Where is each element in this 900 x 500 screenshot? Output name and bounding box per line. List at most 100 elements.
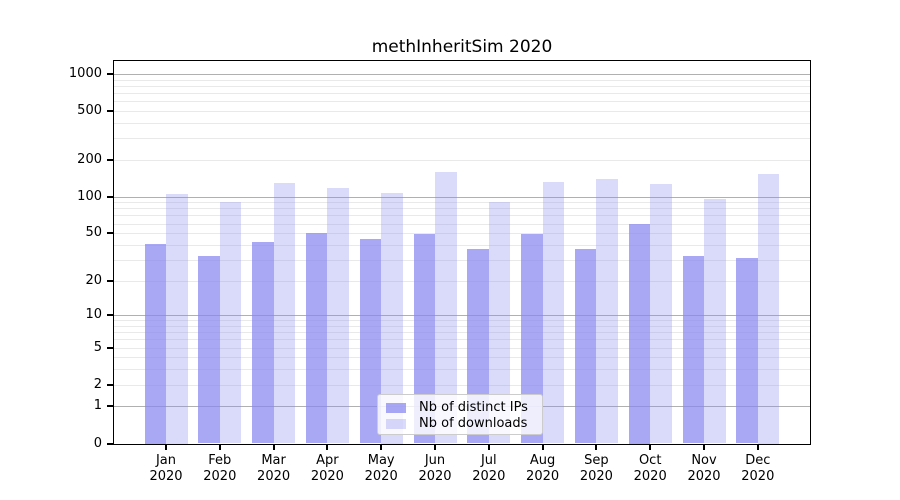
x-tick bbox=[434, 445, 436, 450]
y-tick-label: 2 bbox=[93, 376, 102, 392]
x-tick-label: Oct 2020 bbox=[633, 453, 667, 484]
gridline-minor bbox=[114, 259, 810, 261]
x-tick-label: Apr 2020 bbox=[310, 453, 344, 484]
x-tick bbox=[541, 445, 544, 450]
gridline-minor bbox=[114, 280, 810, 282]
bar-downloads bbox=[704, 198, 726, 444]
gridline-minor bbox=[114, 320, 810, 322]
bar-downloads bbox=[327, 188, 349, 444]
y-tick bbox=[107, 232, 113, 235]
x-tick bbox=[380, 445, 383, 450]
x-tick bbox=[165, 445, 167, 450]
x-tick bbox=[326, 445, 329, 450]
bar-distinct-ips bbox=[252, 242, 274, 444]
legend-label-distinct-ips: Nb of distinct IPs bbox=[419, 400, 528, 415]
gridline-minor bbox=[114, 339, 810, 341]
gridline-minor bbox=[114, 85, 810, 87]
legend-swatch-distinct-ips bbox=[386, 403, 406, 413]
legend-label-downloads: Nb of downloads bbox=[419, 416, 528, 431]
bar-downloads bbox=[381, 192, 403, 444]
y-tick bbox=[107, 109, 113, 112]
x-tick-label: Jun 2020 bbox=[418, 453, 452, 484]
gridline-minor bbox=[114, 357, 810, 359]
x-tick bbox=[272, 445, 275, 450]
bar-downloads bbox=[542, 182, 565, 444]
x-tick-label: Aug 2020 bbox=[526, 453, 560, 484]
y-tick-label: 100 bbox=[77, 188, 102, 204]
bar-distinct-ips bbox=[682, 256, 704, 444]
gridline-minor bbox=[114, 79, 810, 81]
legend-item-distinct-ips: Nb of distinct IPs bbox=[386, 400, 534, 416]
y-tick bbox=[107, 314, 113, 317]
y-tick bbox=[107, 442, 113, 445]
y-tick-label: 20 bbox=[85, 272, 102, 288]
y-tick bbox=[107, 405, 113, 408]
gridline-minor bbox=[114, 369, 810, 371]
bar-distinct-ips bbox=[413, 234, 435, 444]
x-tick-label: Jul 2020 bbox=[472, 453, 506, 484]
x-tick-label: Dec 2020 bbox=[741, 453, 775, 484]
bar-distinct-ips bbox=[521, 234, 543, 444]
x-tick-label: Sep 2020 bbox=[579, 453, 613, 484]
gridline-minor bbox=[114, 325, 810, 327]
gridline-minor bbox=[114, 101, 810, 103]
x-tick-label: Mar 2020 bbox=[257, 453, 291, 484]
x-tick-label: Feb 2020 bbox=[203, 453, 237, 484]
bar-downloads bbox=[435, 172, 457, 444]
y-tick bbox=[107, 383, 113, 386]
gridline-minor bbox=[114, 347, 810, 349]
bar-downloads bbox=[273, 183, 296, 444]
bar-distinct-ips bbox=[359, 238, 382, 444]
gridline-minor bbox=[114, 384, 810, 386]
gridline-minor bbox=[114, 233, 810, 235]
y-tick-label: 1 bbox=[93, 398, 102, 414]
gridline-major bbox=[114, 315, 810, 317]
bar-distinct-ips bbox=[574, 248, 597, 444]
bar-distinct-ips bbox=[144, 243, 166, 444]
y-tick bbox=[107, 346, 113, 349]
x-tick-label: May 2020 bbox=[364, 453, 398, 484]
y-tick-label: 0 bbox=[93, 435, 102, 451]
bar-downloads bbox=[219, 201, 242, 444]
plot-area bbox=[113, 60, 811, 445]
bar-distinct-ips bbox=[628, 223, 651, 444]
gridline-minor bbox=[114, 122, 810, 124]
gridline-minor bbox=[114, 202, 810, 204]
legend-item-downloads: Nb of downloads bbox=[386, 416, 534, 432]
bar-distinct-ips bbox=[736, 258, 758, 444]
gridline-minor bbox=[114, 110, 810, 112]
bar-downloads bbox=[596, 179, 618, 444]
gridline-minor bbox=[114, 159, 810, 161]
gridline-minor bbox=[114, 244, 810, 246]
y-tick-label: 500 bbox=[77, 102, 102, 118]
y-tick-label: 50 bbox=[85, 225, 102, 241]
bar-distinct-ips bbox=[198, 256, 220, 444]
y-tick-label: 5 bbox=[93, 339, 102, 355]
y-tick bbox=[107, 279, 113, 282]
x-tick bbox=[595, 445, 598, 450]
bar-distinct-ips bbox=[305, 233, 328, 444]
x-tick bbox=[756, 445, 759, 450]
gridline-minor bbox=[114, 215, 810, 217]
y-tick bbox=[107, 195, 113, 198]
bar-downloads bbox=[166, 193, 188, 444]
legend: Nb of distinct IPs Nb of downloads bbox=[377, 394, 543, 435]
gridline-minor bbox=[114, 223, 810, 225]
legend-swatch-downloads bbox=[386, 419, 406, 429]
y-tick bbox=[107, 158, 113, 161]
y-tick-label: 1000 bbox=[68, 65, 102, 81]
gridline-minor bbox=[114, 92, 810, 94]
chart-title: methInheritSim 2020 bbox=[371, 37, 553, 57]
y-tick bbox=[107, 72, 113, 75]
x-tick bbox=[218, 445, 221, 450]
x-tick bbox=[649, 445, 652, 450]
gridline-minor bbox=[114, 138, 810, 140]
x-tick-label: Jan 2020 bbox=[149, 453, 183, 484]
x-tick bbox=[703, 445, 705, 450]
x-tick bbox=[487, 445, 490, 450]
gridline-major bbox=[114, 196, 810, 198]
gridline-minor bbox=[114, 332, 810, 334]
gridline-minor bbox=[114, 208, 810, 210]
bar-downloads bbox=[757, 174, 780, 444]
